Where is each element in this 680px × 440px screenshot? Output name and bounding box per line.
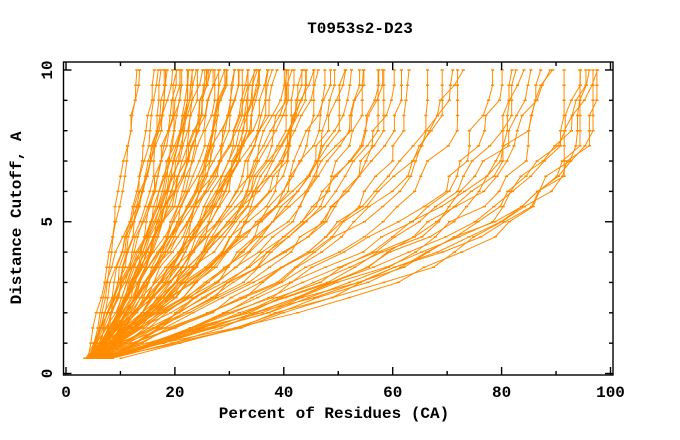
model-curve [95, 70, 402, 359]
model-curve [90, 69, 293, 359]
model-curve [86, 69, 464, 359]
model-curve [94, 69, 235, 359]
model-curve [96, 69, 209, 359]
model-curve [99, 70, 315, 359]
model-curve-markers [101, 69, 227, 360]
y-tick-label: 0 [39, 369, 57, 379]
model-curve [99, 69, 228, 359]
model-curve [92, 70, 188, 359]
model-curve [87, 69, 273, 359]
model-curve [96, 69, 347, 359]
model-curve [104, 70, 581, 359]
model-curve [105, 70, 307, 359]
model-curve-markers [96, 69, 386, 360]
model-curve [87, 69, 319, 359]
model-curve [98, 69, 551, 359]
model-curve [96, 70, 166, 359]
x-tick-label: 100 [596, 384, 625, 402]
x-axis-label: Percent of Residues (CA) [219, 405, 449, 423]
x-tick-label: 80 [492, 384, 511, 402]
model-curve [104, 70, 379, 359]
model-curve [94, 70, 295, 359]
model-curves [83, 69, 600, 360]
x-tick-label: 40 [274, 384, 293, 402]
model-curve [104, 69, 221, 359]
model-curve [87, 69, 138, 359]
model-curve-markers [108, 69, 566, 360]
model-curve [110, 69, 517, 359]
model-curve [102, 70, 216, 359]
x-tick-label: 60 [383, 384, 402, 402]
model-curve [110, 69, 590, 359]
model-curve [95, 69, 513, 359]
model-curve [87, 70, 207, 359]
model-curve-markers [86, 69, 274, 360]
x-tick-label: 20 [165, 384, 184, 402]
model-curve [105, 69, 256, 359]
model-curve [111, 70, 598, 359]
y-tick-label: 10 [39, 60, 57, 79]
model-curve [92, 70, 287, 359]
model-curve [84, 70, 361, 359]
model-curve [92, 69, 168, 359]
model-curve [101, 70, 326, 359]
model-curve [101, 69, 554, 359]
y-tick-label: 5 [39, 217, 57, 227]
model-curve [93, 70, 336, 359]
model-curve [101, 70, 494, 359]
model-curve [105, 69, 532, 359]
axis-ticks [63, 62, 613, 375]
model-curve [93, 69, 525, 359]
y-axis-label: Distance Cutoff, A [8, 131, 26, 304]
model-curve [95, 70, 594, 359]
model-curve [91, 69, 141, 359]
model-curve [110, 70, 565, 359]
model-curve [112, 70, 503, 359]
model-curve-markers [98, 69, 316, 360]
model-curve [97, 70, 385, 359]
model-curve [108, 69, 346, 359]
model-curve [94, 70, 249, 359]
model-curve [97, 69, 190, 359]
model-curve [87, 69, 189, 359]
chart-title: T0953s2-D23 [307, 20, 413, 38]
model-curve [92, 69, 315, 359]
model-curve [102, 69, 226, 359]
tick-labels: 0 20 40 60 80 100 0 5 10 [39, 60, 625, 402]
model-curve [97, 70, 365, 359]
model-curve [95, 69, 364, 359]
model-curve [90, 70, 331, 359]
model-curve [86, 69, 258, 359]
model-curve [104, 70, 587, 359]
model-curve [93, 69, 155, 359]
model-curve-markers [93, 69, 296, 360]
model-curve [93, 69, 177, 359]
model-curve [98, 69, 256, 359]
x-tick-label: 0 [61, 384, 71, 402]
